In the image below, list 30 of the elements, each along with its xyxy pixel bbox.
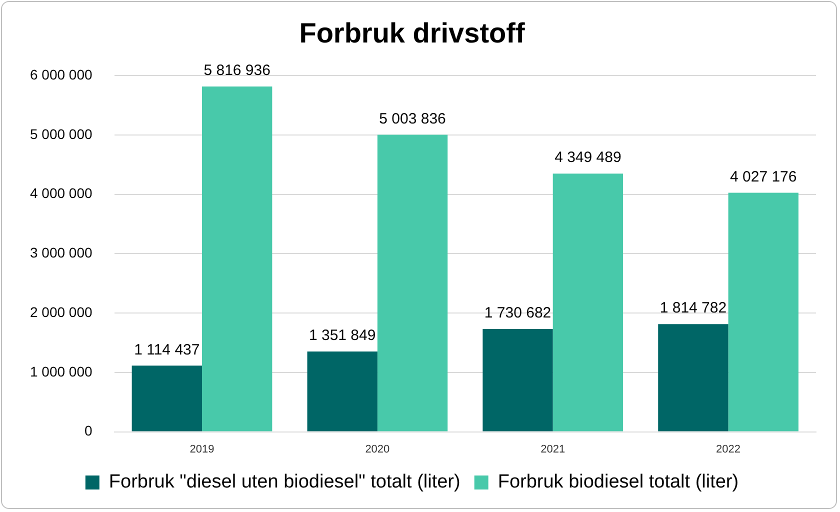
y-tick-label: 5 000 000 xyxy=(30,126,92,142)
bar xyxy=(552,174,624,432)
x-tick-label: 2019 xyxy=(190,443,214,456)
x-tick-label: 2020 xyxy=(365,443,390,456)
data-label: 1 730 682 xyxy=(484,304,552,322)
data-label: 1 814 782 xyxy=(660,300,727,317)
data-label: 4 349 489 xyxy=(554,149,622,166)
bar xyxy=(482,329,553,432)
y-tick-label: 6 000 000 xyxy=(30,66,92,82)
bar xyxy=(132,366,202,432)
x-tick-label: 2021 xyxy=(540,443,566,456)
bar xyxy=(377,134,448,432)
x-tick-label: 2022 xyxy=(716,443,741,456)
y-tick-label: 1 000 000 xyxy=(30,363,92,380)
data-label: 5 816 936 xyxy=(204,62,270,80)
data-label: 5 003 836 xyxy=(379,110,446,128)
chart-title: Forbruk drivstoff xyxy=(299,18,526,49)
y-tick-label: 0 xyxy=(84,422,92,439)
data-label: 1 114 437 xyxy=(134,341,200,358)
legend-label: Forbruk biodiesel totalt (liter) xyxy=(498,472,739,493)
y-tick-label: 4 000 000 xyxy=(30,185,92,202)
data-label: 1 351 849 xyxy=(308,327,376,344)
bar xyxy=(202,86,272,432)
bar xyxy=(658,324,728,432)
y-tick-label: 3 000 000 xyxy=(30,244,92,261)
y-tick-label: 2 000 000 xyxy=(30,304,92,320)
legend-label: Forbruk "diesel uten biodiesel" totalt (liter) xyxy=(108,472,460,493)
bar xyxy=(307,352,378,432)
data-label: 4 027 176 xyxy=(730,168,797,186)
bar xyxy=(728,192,798,432)
